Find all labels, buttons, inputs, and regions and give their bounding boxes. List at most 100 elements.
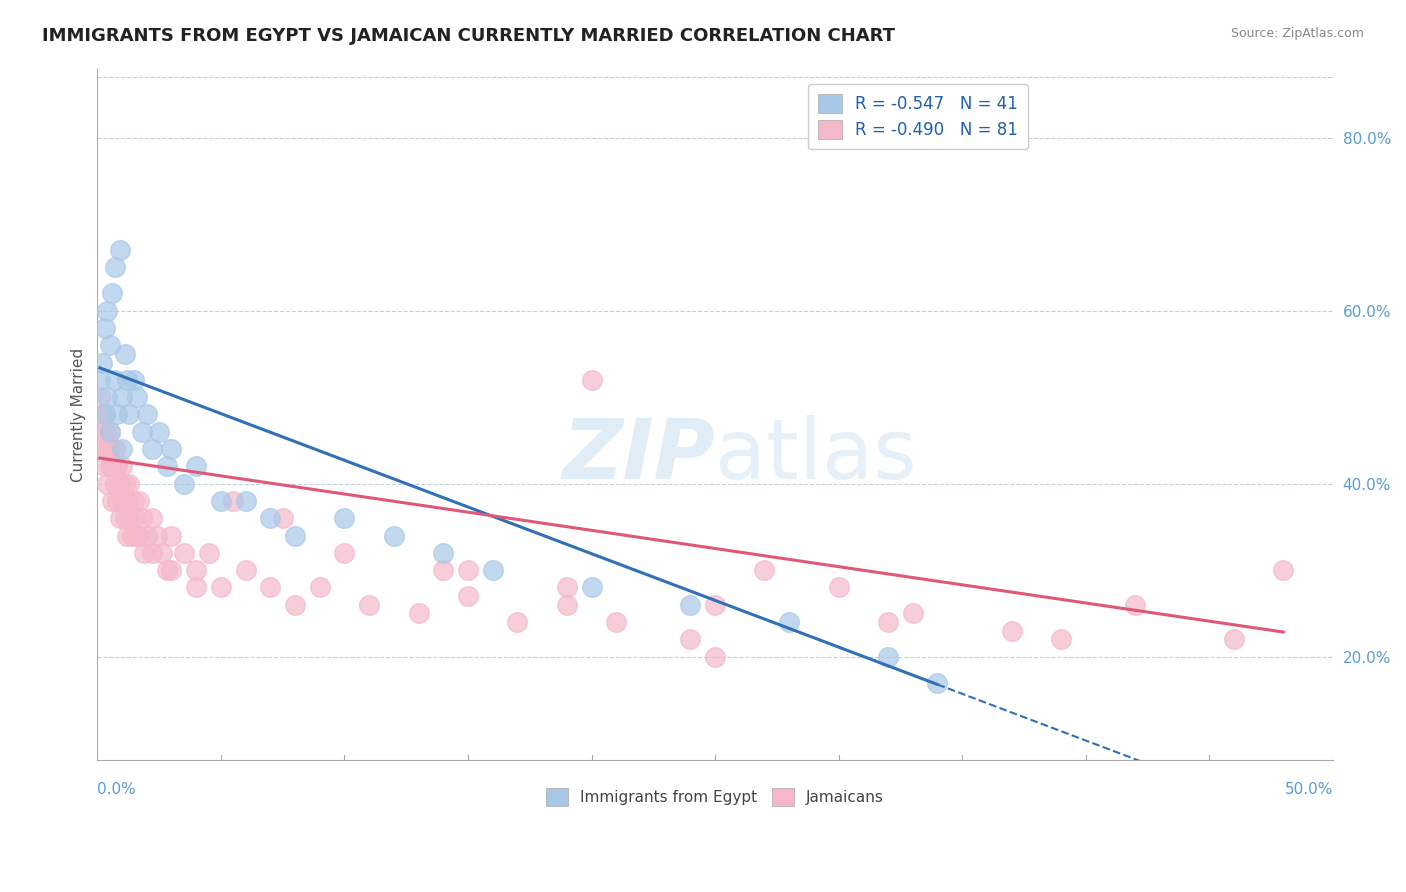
Point — [333, 511, 356, 525]
Point — [98, 338, 121, 352]
Point — [235, 494, 257, 508]
Point — [128, 528, 150, 542]
Point — [124, 494, 146, 508]
Point — [104, 459, 127, 474]
Point — [704, 649, 727, 664]
Point — [150, 546, 173, 560]
Point — [827, 581, 849, 595]
Point — [111, 390, 134, 404]
Point — [382, 528, 405, 542]
Y-axis label: Currently Married: Currently Married — [72, 347, 86, 482]
Point — [118, 511, 141, 525]
Point — [91, 355, 114, 369]
Point — [111, 494, 134, 508]
Point — [1000, 624, 1022, 638]
Legend: Immigrants from Egypt, Jamaicans: Immigrants from Egypt, Jamaicans — [537, 779, 893, 815]
Text: 0.0%: 0.0% — [97, 782, 136, 797]
Point — [333, 546, 356, 560]
Point — [506, 615, 529, 629]
Point — [284, 598, 307, 612]
Point — [457, 589, 479, 603]
Point — [359, 598, 381, 612]
Point — [115, 373, 138, 387]
Point — [408, 607, 430, 621]
Point — [131, 511, 153, 525]
Point — [259, 581, 281, 595]
Text: Source: ZipAtlas.com: Source: ZipAtlas.com — [1230, 27, 1364, 40]
Point — [432, 546, 454, 560]
Point — [98, 425, 121, 439]
Point — [96, 476, 118, 491]
Point — [124, 511, 146, 525]
Point — [121, 528, 143, 542]
Point — [94, 425, 117, 439]
Point — [679, 632, 702, 647]
Point — [186, 581, 208, 595]
Point — [108, 511, 131, 525]
Point — [1050, 632, 1073, 647]
Point — [432, 563, 454, 577]
Point — [141, 546, 163, 560]
Point — [111, 442, 134, 456]
Point — [108, 243, 131, 257]
Point — [98, 425, 121, 439]
Point — [131, 425, 153, 439]
Point — [778, 615, 800, 629]
Point — [101, 286, 124, 301]
Point — [114, 347, 136, 361]
Point — [581, 581, 603, 595]
Text: 50.0%: 50.0% — [1285, 782, 1333, 797]
Point — [101, 494, 124, 508]
Point — [209, 494, 232, 508]
Point — [125, 528, 148, 542]
Point — [135, 408, 157, 422]
Point — [89, 373, 111, 387]
Point — [481, 563, 503, 577]
Point — [197, 546, 219, 560]
Point — [118, 511, 141, 525]
Point — [118, 408, 141, 422]
Text: atlas: atlas — [716, 416, 917, 497]
Point — [118, 476, 141, 491]
Point — [148, 425, 170, 439]
Point — [877, 649, 900, 664]
Point — [155, 459, 177, 474]
Point — [173, 546, 195, 560]
Point — [105, 459, 128, 474]
Point — [96, 303, 118, 318]
Point — [186, 563, 208, 577]
Point — [124, 373, 146, 387]
Point — [754, 563, 776, 577]
Point — [128, 494, 150, 508]
Point — [94, 459, 117, 474]
Point — [877, 615, 900, 629]
Point — [1223, 632, 1246, 647]
Point — [104, 442, 127, 456]
Point — [94, 408, 117, 422]
Point — [94, 408, 117, 422]
Point — [259, 511, 281, 525]
Text: IMMIGRANTS FROM EGYPT VS JAMAICAN CURRENTLY MARRIED CORRELATION CHART: IMMIGRANTS FROM EGYPT VS JAMAICAN CURREN… — [42, 27, 896, 45]
Point — [114, 511, 136, 525]
Point — [308, 581, 330, 595]
Point — [105, 408, 128, 422]
Point — [89, 390, 111, 404]
Point — [115, 494, 138, 508]
Point — [679, 598, 702, 612]
Point — [581, 373, 603, 387]
Point — [209, 581, 232, 595]
Point — [108, 476, 131, 491]
Point — [89, 425, 111, 439]
Point — [134, 546, 156, 560]
Point — [91, 408, 114, 422]
Point — [94, 321, 117, 335]
Point — [704, 598, 727, 612]
Point — [114, 476, 136, 491]
Point — [271, 511, 294, 525]
Point — [457, 563, 479, 577]
Point — [141, 511, 163, 525]
Point — [555, 598, 578, 612]
Point — [160, 442, 183, 456]
Point — [173, 476, 195, 491]
Point — [145, 528, 167, 542]
